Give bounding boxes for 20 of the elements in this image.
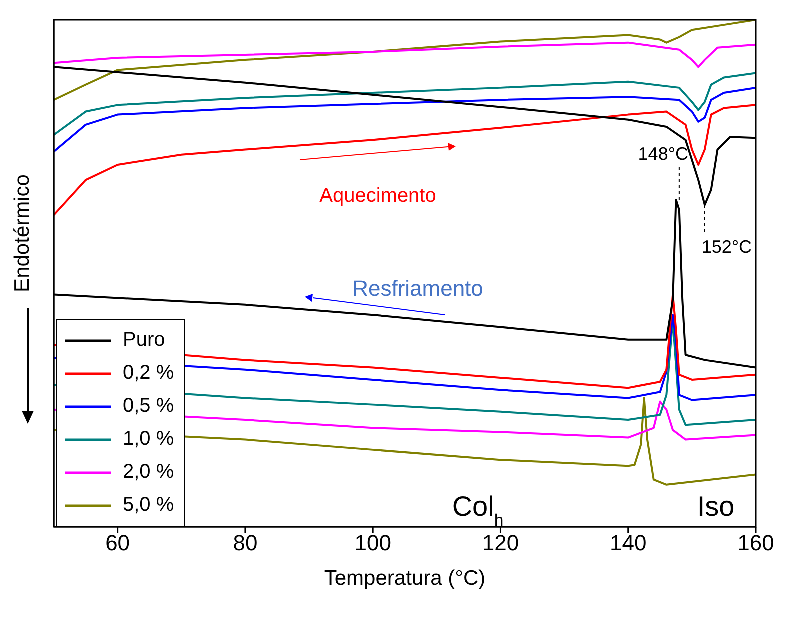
x-tick-label: 160 [738,530,774,556]
legend-label: 5,0 % [123,494,174,517]
x-tick-label: 60 [106,530,130,556]
annotation: 152°C [702,237,752,258]
legend-label: 0,2 % [123,362,174,385]
legend-label: 2,0 % [123,461,174,484]
x-tick-label: 140 [610,530,647,556]
x-tick-label: 80 [233,530,258,556]
x-tick-label: 120 [482,530,520,556]
annotation: Iso [697,491,735,522]
annotation: Col$_{h}$ [452,491,504,530]
annotation: 148°C [638,144,689,164]
legend-label: 0,5 % [123,395,174,418]
y-axis-title: Endotérmico [10,174,34,292]
x-axis-title: Temperatura (°C) [324,567,486,590]
x-tick-label: 100 [354,530,392,556]
legend-label: 1,0 % [123,428,174,451]
legend-label: Puro [123,329,166,352]
annotation: Resfriamento [352,276,484,301]
annotation: Aquecimento [320,185,436,207]
